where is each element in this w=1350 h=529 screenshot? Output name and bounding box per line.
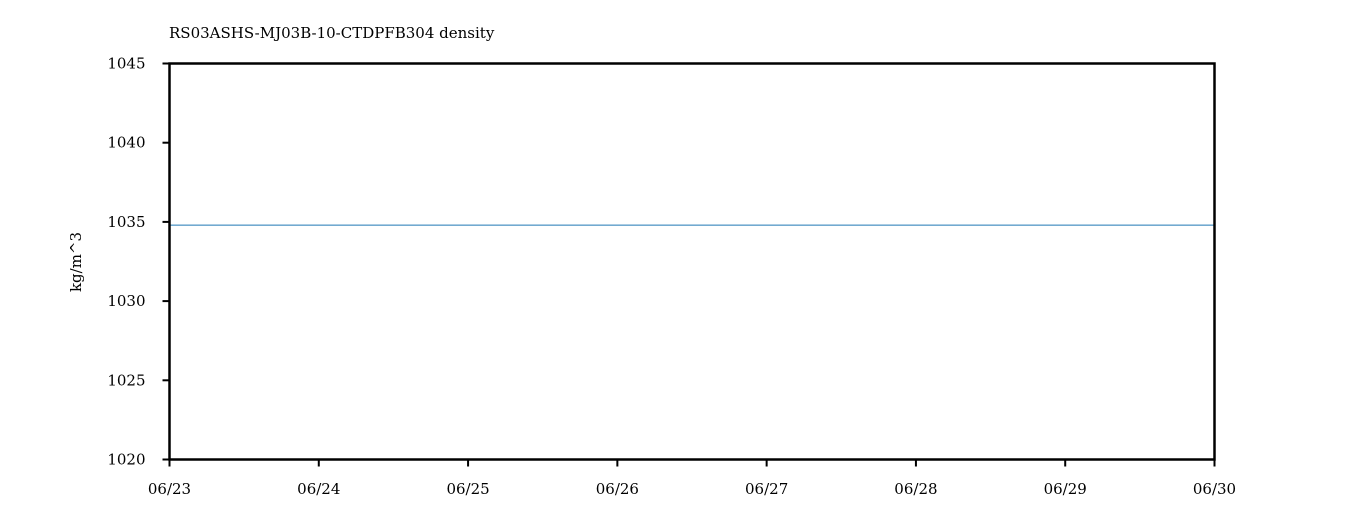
x-tick-label: 06/24: [297, 480, 340, 498]
x-tick-label: 06/29: [1044, 480, 1087, 498]
chart-title: RS03ASHS-MJ03B-10-CTDPFB304 density: [169, 24, 495, 42]
y-axis-ticks: 1020 1025 1030 1035 1040 1045: [107, 55, 170, 469]
x-tick-label: 06/27: [745, 480, 788, 498]
x-axis-ticks: 06/23 06/24 06/25 06/26 06/27 06/28 06/29 06/30: [148, 459, 1236, 498]
y-axis-label: kg/m^3: [67, 232, 85, 292]
x-tick-label: 06/28: [894, 480, 937, 498]
y-tick-label: 1040: [107, 134, 145, 152]
y-tick-label: 1035: [107, 213, 145, 231]
plot-area-frame: [168, 62, 1216, 461]
x-tick-label: 06/30: [1193, 480, 1236, 498]
x-tick-label: 06/25: [446, 480, 489, 498]
y-tick-label: 1045: [107, 55, 145, 73]
y-tick-label: 1020: [107, 451, 145, 469]
y-tick-label: 1025: [107, 371, 145, 389]
x-tick-label: 06/23: [148, 480, 191, 498]
y-tick-label: 1030: [107, 292, 145, 310]
x-tick-label: 06/26: [596, 480, 639, 498]
